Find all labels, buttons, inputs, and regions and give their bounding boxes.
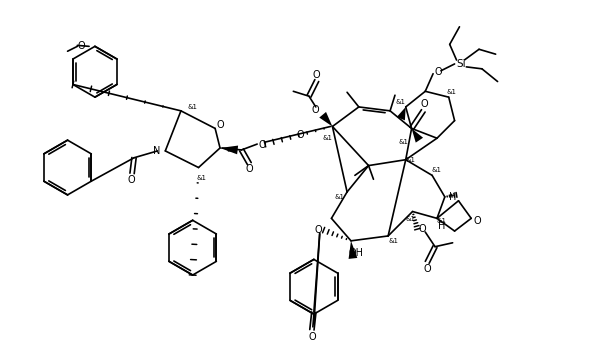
Text: O: O [216,119,224,130]
Text: O: O [421,99,428,109]
Text: &1: &1 [227,147,237,153]
Text: &1: &1 [437,218,447,224]
Text: H: H [438,221,446,231]
Text: &1: &1 [406,157,416,163]
Text: &1: &1 [188,104,197,110]
Text: O: O [315,225,322,235]
Text: O: O [258,140,266,150]
Text: Si: Si [456,59,466,69]
Polygon shape [397,107,406,120]
Polygon shape [349,241,357,259]
Text: &1: &1 [399,139,409,145]
Text: &1: &1 [388,238,398,244]
Text: O: O [127,175,135,185]
Text: O: O [245,165,253,175]
Text: H: H [449,192,456,202]
Text: O: O [313,70,320,80]
Polygon shape [220,145,238,154]
Polygon shape [319,112,333,127]
Text: O: O [434,67,442,77]
Text: &1: &1 [446,89,457,95]
Text: &1: &1 [335,194,344,200]
Text: O: O [423,264,431,274]
Text: &1: &1 [322,135,333,141]
Text: O: O [419,224,426,234]
Text: O: O [308,332,315,342]
Text: O: O [474,216,481,226]
Text: &1: &1 [196,175,207,181]
Text: &1: &1 [396,99,406,105]
Text: &1: &1 [432,167,442,174]
Text: O: O [296,130,304,140]
Text: OH: OH [348,248,363,258]
Text: O: O [77,42,85,51]
Text: N: N [153,146,160,156]
Text: &1: &1 [406,216,416,222]
Polygon shape [411,128,423,143]
Text: O: O [312,105,320,115]
